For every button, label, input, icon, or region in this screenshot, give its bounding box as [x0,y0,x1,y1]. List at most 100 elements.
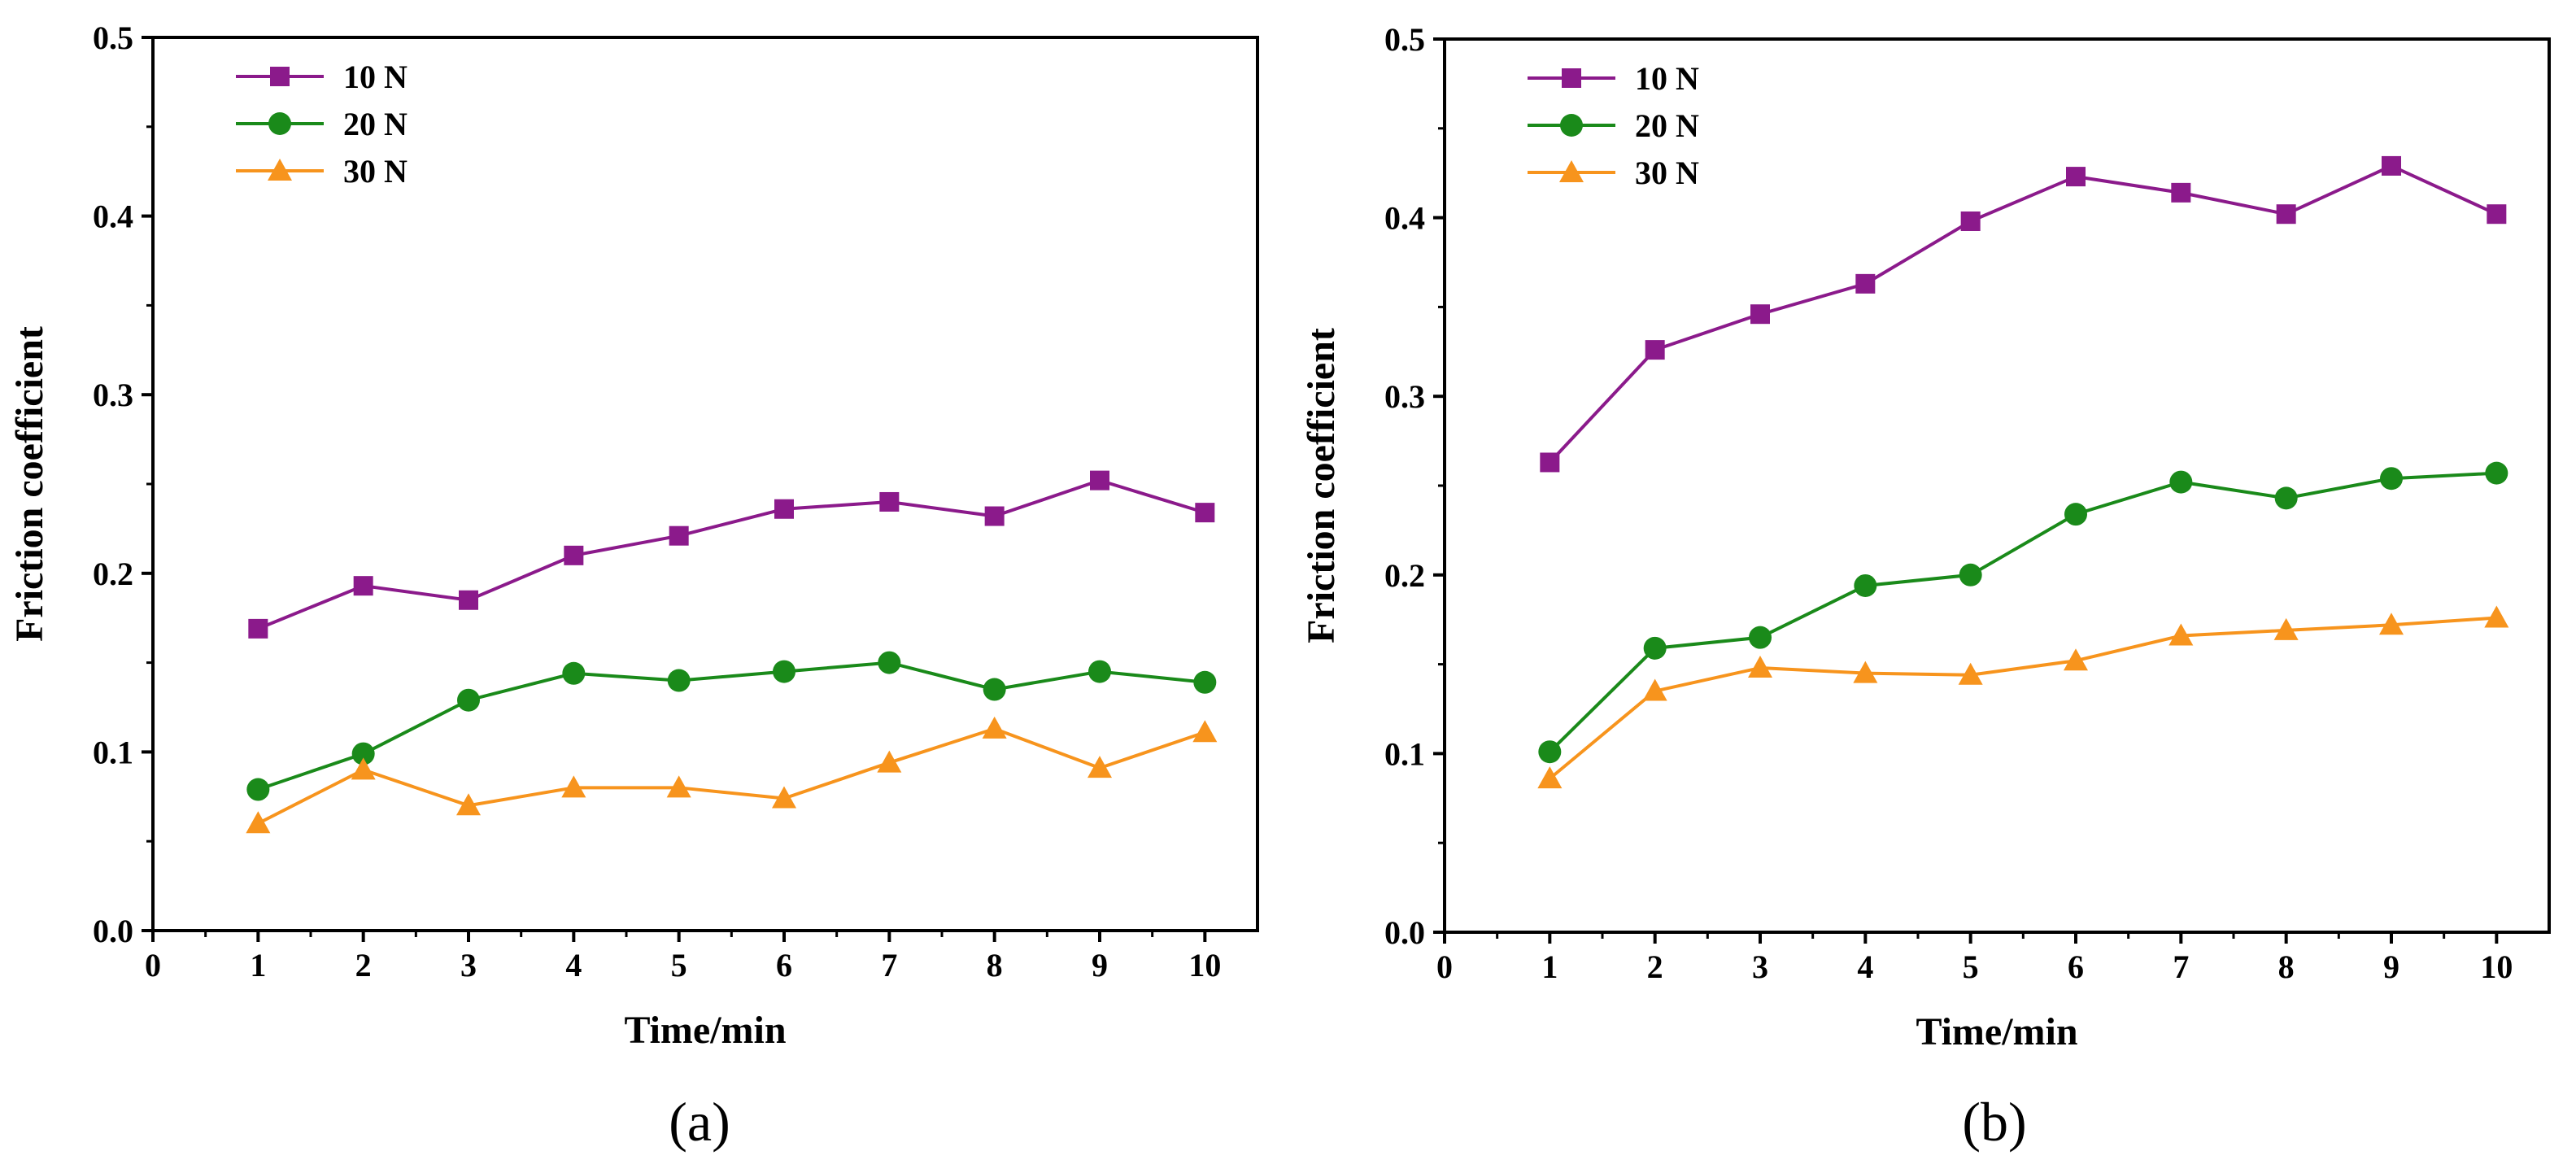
data-point-10-n [248,618,268,639]
data-point-20-n [1854,573,1877,597]
data-point-20-n [773,660,795,683]
x-tick-label: 6 [776,947,792,983]
legend-marker-10-n [1562,68,1581,88]
data-point-20-n [1538,740,1562,764]
y-axis-title: Friction coefficient [1300,328,1343,643]
data-point-10-n [2487,204,2507,225]
data-point-20-n [457,688,480,712]
data-point-30-n [456,793,481,816]
y-tick-label: 0.1 [1384,735,1425,772]
x-tick-label: 6 [2068,948,2084,985]
x-tick-label: 1 [1541,948,1558,985]
y-tick-label: 0.0 [93,913,133,949]
series-line-10-n [257,478,1205,630]
data-point-30-n [2273,617,2299,640]
x-tick-label: 9 [1092,947,1108,983]
x-tick-label: 8 [2278,948,2295,985]
series-line-20-n [1548,471,2497,753]
series-20-n [246,651,1217,801]
data-point-30-n [1958,662,1983,685]
data-point-30-n [1087,756,1112,778]
data-point-20-n [2064,503,2087,526]
series-30-n [1537,605,2509,789]
data-point-10-n [353,576,373,596]
data-point-30-n [1853,661,1878,683]
data-point-10-n [1540,452,1560,473]
chart-panel-a: 0 1 2 3 4 5 6 7 8 9 10 0.0 0.1 0.2 0.3 0.4 0.5 Time/min Fr… [8,20,1259,1153]
y-tick-label: 0.5 [93,20,133,56]
data-point-10-n [459,590,478,610]
legend: 10 N 20 N 30 N [236,59,408,190]
data-point-20-n [667,669,691,692]
x-tick-label: 5 [671,947,687,983]
x-tick-label: 2 [355,947,372,983]
data-point-30-n [2379,613,2404,635]
x-tick-label: 10 [2480,948,2513,985]
x-axis-title: Time/min [624,1009,786,1052]
y-axis-title: Friction coefficient [8,326,51,642]
series-line-30-n [257,726,1205,826]
data-point-10-n [1960,211,1981,231]
data-point-30-n [772,786,796,809]
data-point-10-n [2382,155,2401,176]
series-line-30-n [1549,616,2497,780]
data-point-20-n [2485,461,2508,485]
y-tick-label: 0.0 [1384,914,1425,951]
data-point-10-n [564,545,584,565]
data-point-20-n [1088,660,1111,683]
data-point-30-n [246,811,271,834]
data-point-30-n [1537,766,1563,789]
data-point-30-n [2168,623,2194,646]
data-point-10-n [879,491,900,512]
data-point-10-n [984,506,1005,526]
series-line-20-n [257,661,1205,791]
x-tick-label: 8 [987,947,1003,983]
x-tick-label: 5 [1963,948,1979,985]
y-tick-label: 0.3 [1384,378,1425,415]
data-point-30-n [561,775,586,798]
legend-marker-30-n [268,159,292,181]
x-tick-label: 7 [2173,948,2189,985]
y-tick-label: 0.4 [93,198,133,235]
data-point-20-n [1643,636,1667,660]
panel-label: (b) [1962,1091,2026,1153]
legend: 10 N 20 N 30 N [1528,60,1699,191]
legend-label-30-n: 30 N [343,153,408,190]
data-point-10-n [1195,503,1215,523]
x-tick-label: 4 [565,947,582,983]
series-20-n [1538,461,2508,764]
y-tick-label: 0.2 [93,556,133,592]
y-tick-label: 0.5 [1384,21,1425,58]
x-tick-label: 4 [1857,948,1873,985]
x-tick-label: 0 [145,947,161,983]
legend-label-20-n: 20 N [343,106,408,142]
x-tick-label: 2 [1647,948,1663,985]
data-point-10-n [774,499,794,519]
legend-label-30-n: 30 N [1635,155,1699,191]
data-point-10-n [1090,470,1109,491]
data-point-30-n [1642,678,1667,701]
x-tick-label: 9 [2383,948,2399,985]
data-point-30-n [666,775,691,798]
legend-label-10-n: 10 N [343,59,408,95]
legend-marker-10-n [270,67,290,86]
data-point-10-n [2276,204,2296,225]
panel-label: (a) [669,1091,730,1153]
legend-label-10-n: 10 N [1635,60,1699,97]
data-point-20-n [246,778,270,801]
x-axis-title: Time/min [1916,1010,2077,1053]
legend-marker-30-n [1559,160,1584,182]
data-point-30-n [982,716,1007,739]
x-tick-label: 10 [1188,947,1221,983]
data-point-10-n [1645,340,1665,360]
y-tick-label: 0.1 [93,734,133,770]
data-point-30-n [877,750,902,773]
series-10-n [248,470,1215,639]
data-point-20-n [351,742,375,765]
legend-marker-20-n [1560,114,1583,137]
y-tick-label: 0.4 [1384,200,1425,237]
x-tick-label: 3 [460,947,477,983]
legend-label-20-n: 20 N [1635,107,1699,144]
data-point-20-n [2274,486,2298,510]
